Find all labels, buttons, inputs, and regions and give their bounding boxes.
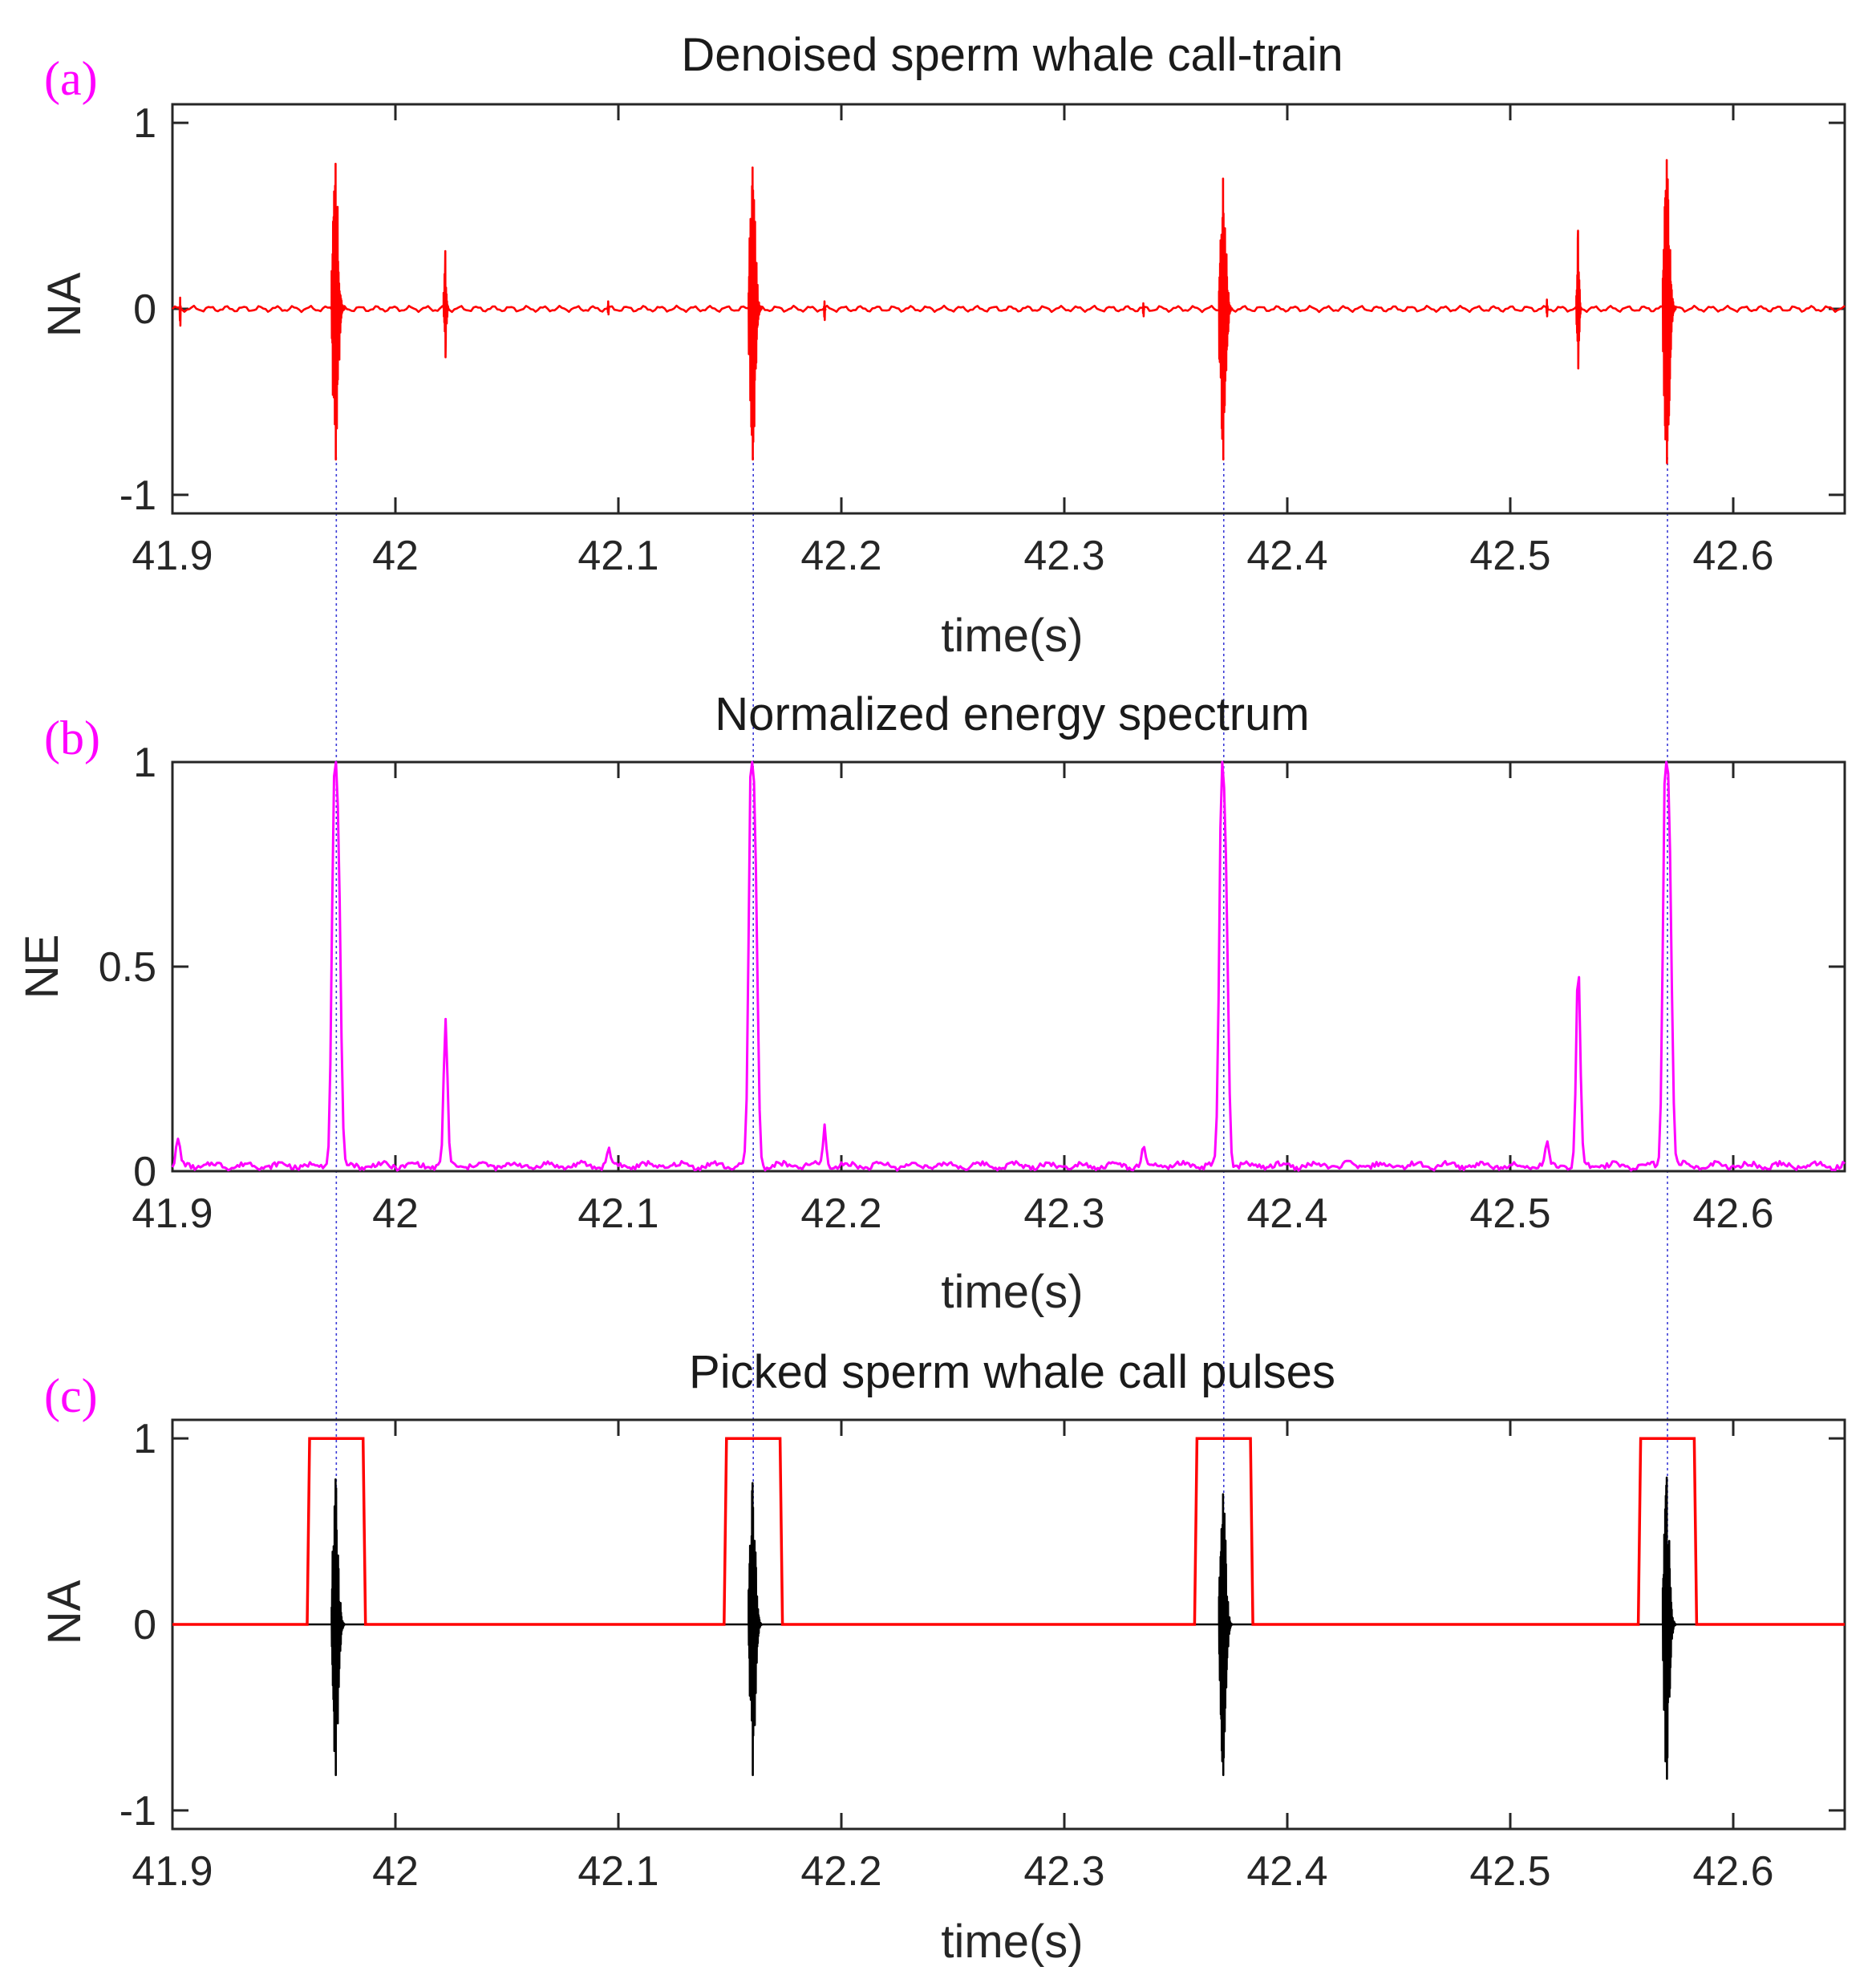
panel-c-plot-area: 41.9 42 42.1 42.2 42.3 42.4 42.5 42.6 -1 0 1: [120, 1416, 1846, 1895]
series-line-detection-windows: [172, 1437, 1845, 1626]
panel-c-label: (c): [44, 1369, 98, 1422]
x-tick-label: 42.3: [1023, 533, 1104, 579]
x-tick-label: 42.2: [800, 1190, 881, 1237]
x-tick-label: 42.3: [1023, 1848, 1104, 1895]
x-tick-label: 42.5: [1469, 1848, 1550, 1895]
panel-c-picked-pulses: (c) Picked sperm whale call pulses 41.9 4…: [38, 1346, 1846, 1968]
x-tick-label: 42.6: [1692, 1848, 1773, 1895]
panel-b-label: (b): [44, 712, 100, 764]
panel-a-xlabel: time(s): [941, 610, 1083, 662]
axes-frame: [171, 760, 1846, 1173]
y-tick-label: 0.5: [99, 944, 156, 991]
y-tick-label: 1: [133, 1416, 156, 1462]
y-tick-label: 1: [133, 100, 156, 147]
x-tick-label: 42.2: [800, 1848, 881, 1895]
panel-a-denoised-call-train: (a) Denoised sperm whale call-train 41.9…: [38, 29, 1846, 662]
x-tick-label: 42.4: [1246, 533, 1327, 579]
x-tick-label: 42.5: [1469, 533, 1550, 579]
panel-b-xlabel: time(s): [941, 1266, 1083, 1318]
x-tick-label: 42: [372, 1848, 419, 1895]
x-tick-label: 42.2: [800, 533, 881, 579]
x-tick-label: 42.1: [577, 533, 658, 579]
y-tick-label: 1: [133, 740, 156, 786]
panel-c-xlabel: time(s): [941, 1916, 1083, 1968]
panel-b-title: Normalized energy spectrum: [715, 688, 1309, 740]
x-tick-label: 42.4: [1246, 1190, 1327, 1237]
series-line-picked-pulses: [172, 1476, 1845, 1780]
x-tick-label: 41.9: [132, 1848, 213, 1895]
y-tick-label: 0: [133, 286, 156, 333]
x-tick-label: 42.1: [577, 1190, 658, 1237]
panel-a-label: (a): [44, 52, 98, 105]
panel-a-ylabel: NA: [38, 272, 91, 337]
x-tick-label: 42.4: [1246, 1848, 1327, 1895]
x-tick-label: 42.3: [1023, 1190, 1104, 1237]
x-tick-label: 42.1: [577, 1848, 658, 1895]
series-line-denoised-signal: [172, 159, 1846, 464]
panel-b-plot-area: 41.9 42 42.1 42.2 42.3 42.4 42.5 42.6 0 0.5 1: [99, 740, 1846, 1237]
panel-b-energy-spectrum: (b) Normalized energy spectrum 41.9 42 42.…: [16, 688, 1846, 1318]
x-tick-label: 41.9: [132, 1190, 213, 1237]
x-tick-label: 42.6: [1692, 1190, 1773, 1237]
panel-b-ylabel: NE: [16, 935, 68, 1000]
panel-a-title: Denoised sperm whale call-train: [681, 29, 1343, 81]
panel-a-plot-area: 41.9 42 42.1 42.2 42.3 42.4 42.5 42.6 -1 0 1: [120, 100, 1846, 579]
y-tick-label: 0: [133, 1149, 156, 1195]
x-tick-label: 42.6: [1692, 533, 1773, 579]
panel-c-title: Picked sperm whale call pulses: [689, 1346, 1335, 1398]
y-tick-label: -1: [120, 1788, 156, 1835]
x-tick-label: 42: [372, 533, 419, 579]
y-tick-label: -1: [120, 472, 156, 519]
y-tick-label: 0: [133, 1602, 156, 1648]
series-line-normalized-energy: [171, 760, 1846, 1172]
x-tick-label: 41.9: [132, 533, 213, 579]
x-tick-label: 42: [372, 1190, 419, 1237]
x-tick-label: 42.5: [1469, 1190, 1550, 1237]
panel-c-ylabel: NA: [38, 1579, 91, 1644]
